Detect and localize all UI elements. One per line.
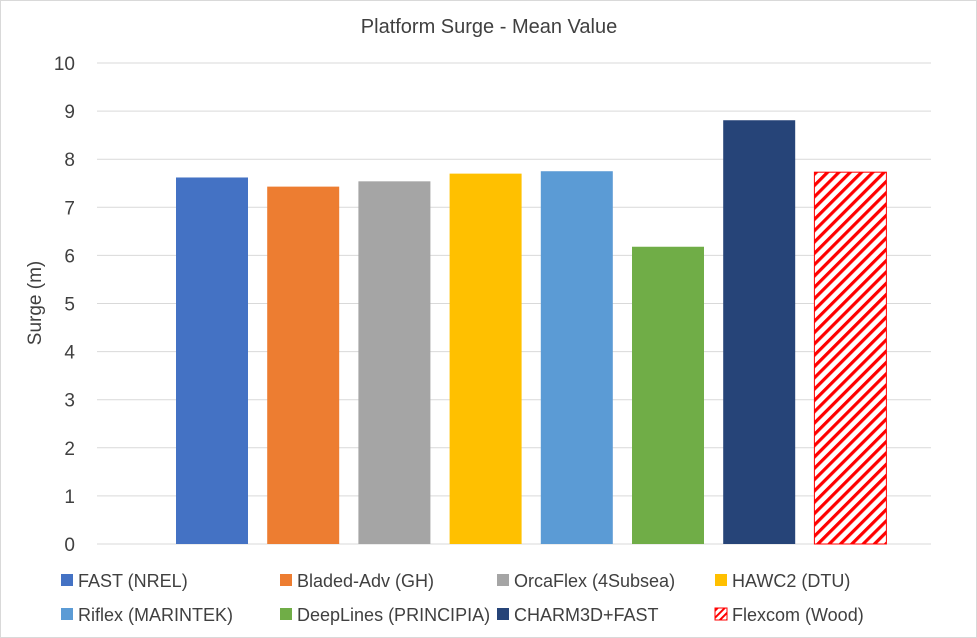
legend-swatch	[61, 574, 73, 586]
legend-entry: DeepLines (PRINCIPIA)	[297, 605, 490, 625]
legend-swatch	[714, 607, 728, 621]
legend-entry: FAST (NREL)	[78, 571, 188, 591]
bar-charm3d-fast	[723, 120, 796, 544]
y-tick-label: 2	[64, 439, 75, 460]
y-axis-ticks: 0 1 2 3 4 5 6 7 8 9 10	[54, 54, 76, 556]
bars	[176, 120, 887, 545]
legend: FAST (NREL) Bladed-Adv (GH) OrcaFlex (4Sub…	[61, 571, 864, 625]
bar-deeplines-principia	[632, 246, 704, 544]
y-tick-label: 3	[64, 391, 75, 412]
chart-title: Platform Surge - Mean Value	[361, 16, 617, 38]
legend-entry: Riflex (MARINTEK)	[78, 605, 233, 625]
y-tick-label: 7	[64, 198, 75, 219]
legend-entry: HAWC2 (DTU)	[732, 571, 850, 591]
y-tick-label: 5	[64, 295, 75, 316]
legend-entry: OrcaFlex (4Subsea)	[514, 571, 675, 591]
bar-riflex-marintek	[540, 171, 613, 544]
bar-bladed-adv-gh	[267, 186, 340, 544]
bar-flexcom-wood	[813, 171, 887, 545]
y-tick-label: 9	[64, 102, 75, 123]
y-axis-label: Surge (m)	[25, 261, 46, 345]
y-tick-label: 6	[64, 246, 75, 267]
legend-swatch	[715, 574, 727, 586]
bar-fast-nrel	[176, 177, 248, 544]
legend-swatch	[61, 608, 73, 620]
bar-orcaflex-4subsea	[358, 181, 431, 545]
legend-entry: Bladed-Adv (GH)	[297, 571, 434, 591]
y-tick-label: 4	[64, 343, 75, 364]
legend-entry: Flexcom (Wood)	[732, 605, 864, 625]
legend-swatch	[280, 574, 292, 586]
y-tick-label: 1	[64, 487, 75, 508]
y-tick-label: 10	[54, 54, 75, 75]
legend-swatch	[497, 608, 509, 620]
bar-hawc2-dtu	[449, 173, 522, 544]
legend-entry: CHARM3D+FAST	[514, 605, 659, 625]
legend-swatch	[497, 574, 509, 586]
y-tick-label: 8	[64, 150, 75, 171]
y-tick-label: 0	[64, 535, 75, 556]
legend-swatch	[280, 608, 292, 620]
